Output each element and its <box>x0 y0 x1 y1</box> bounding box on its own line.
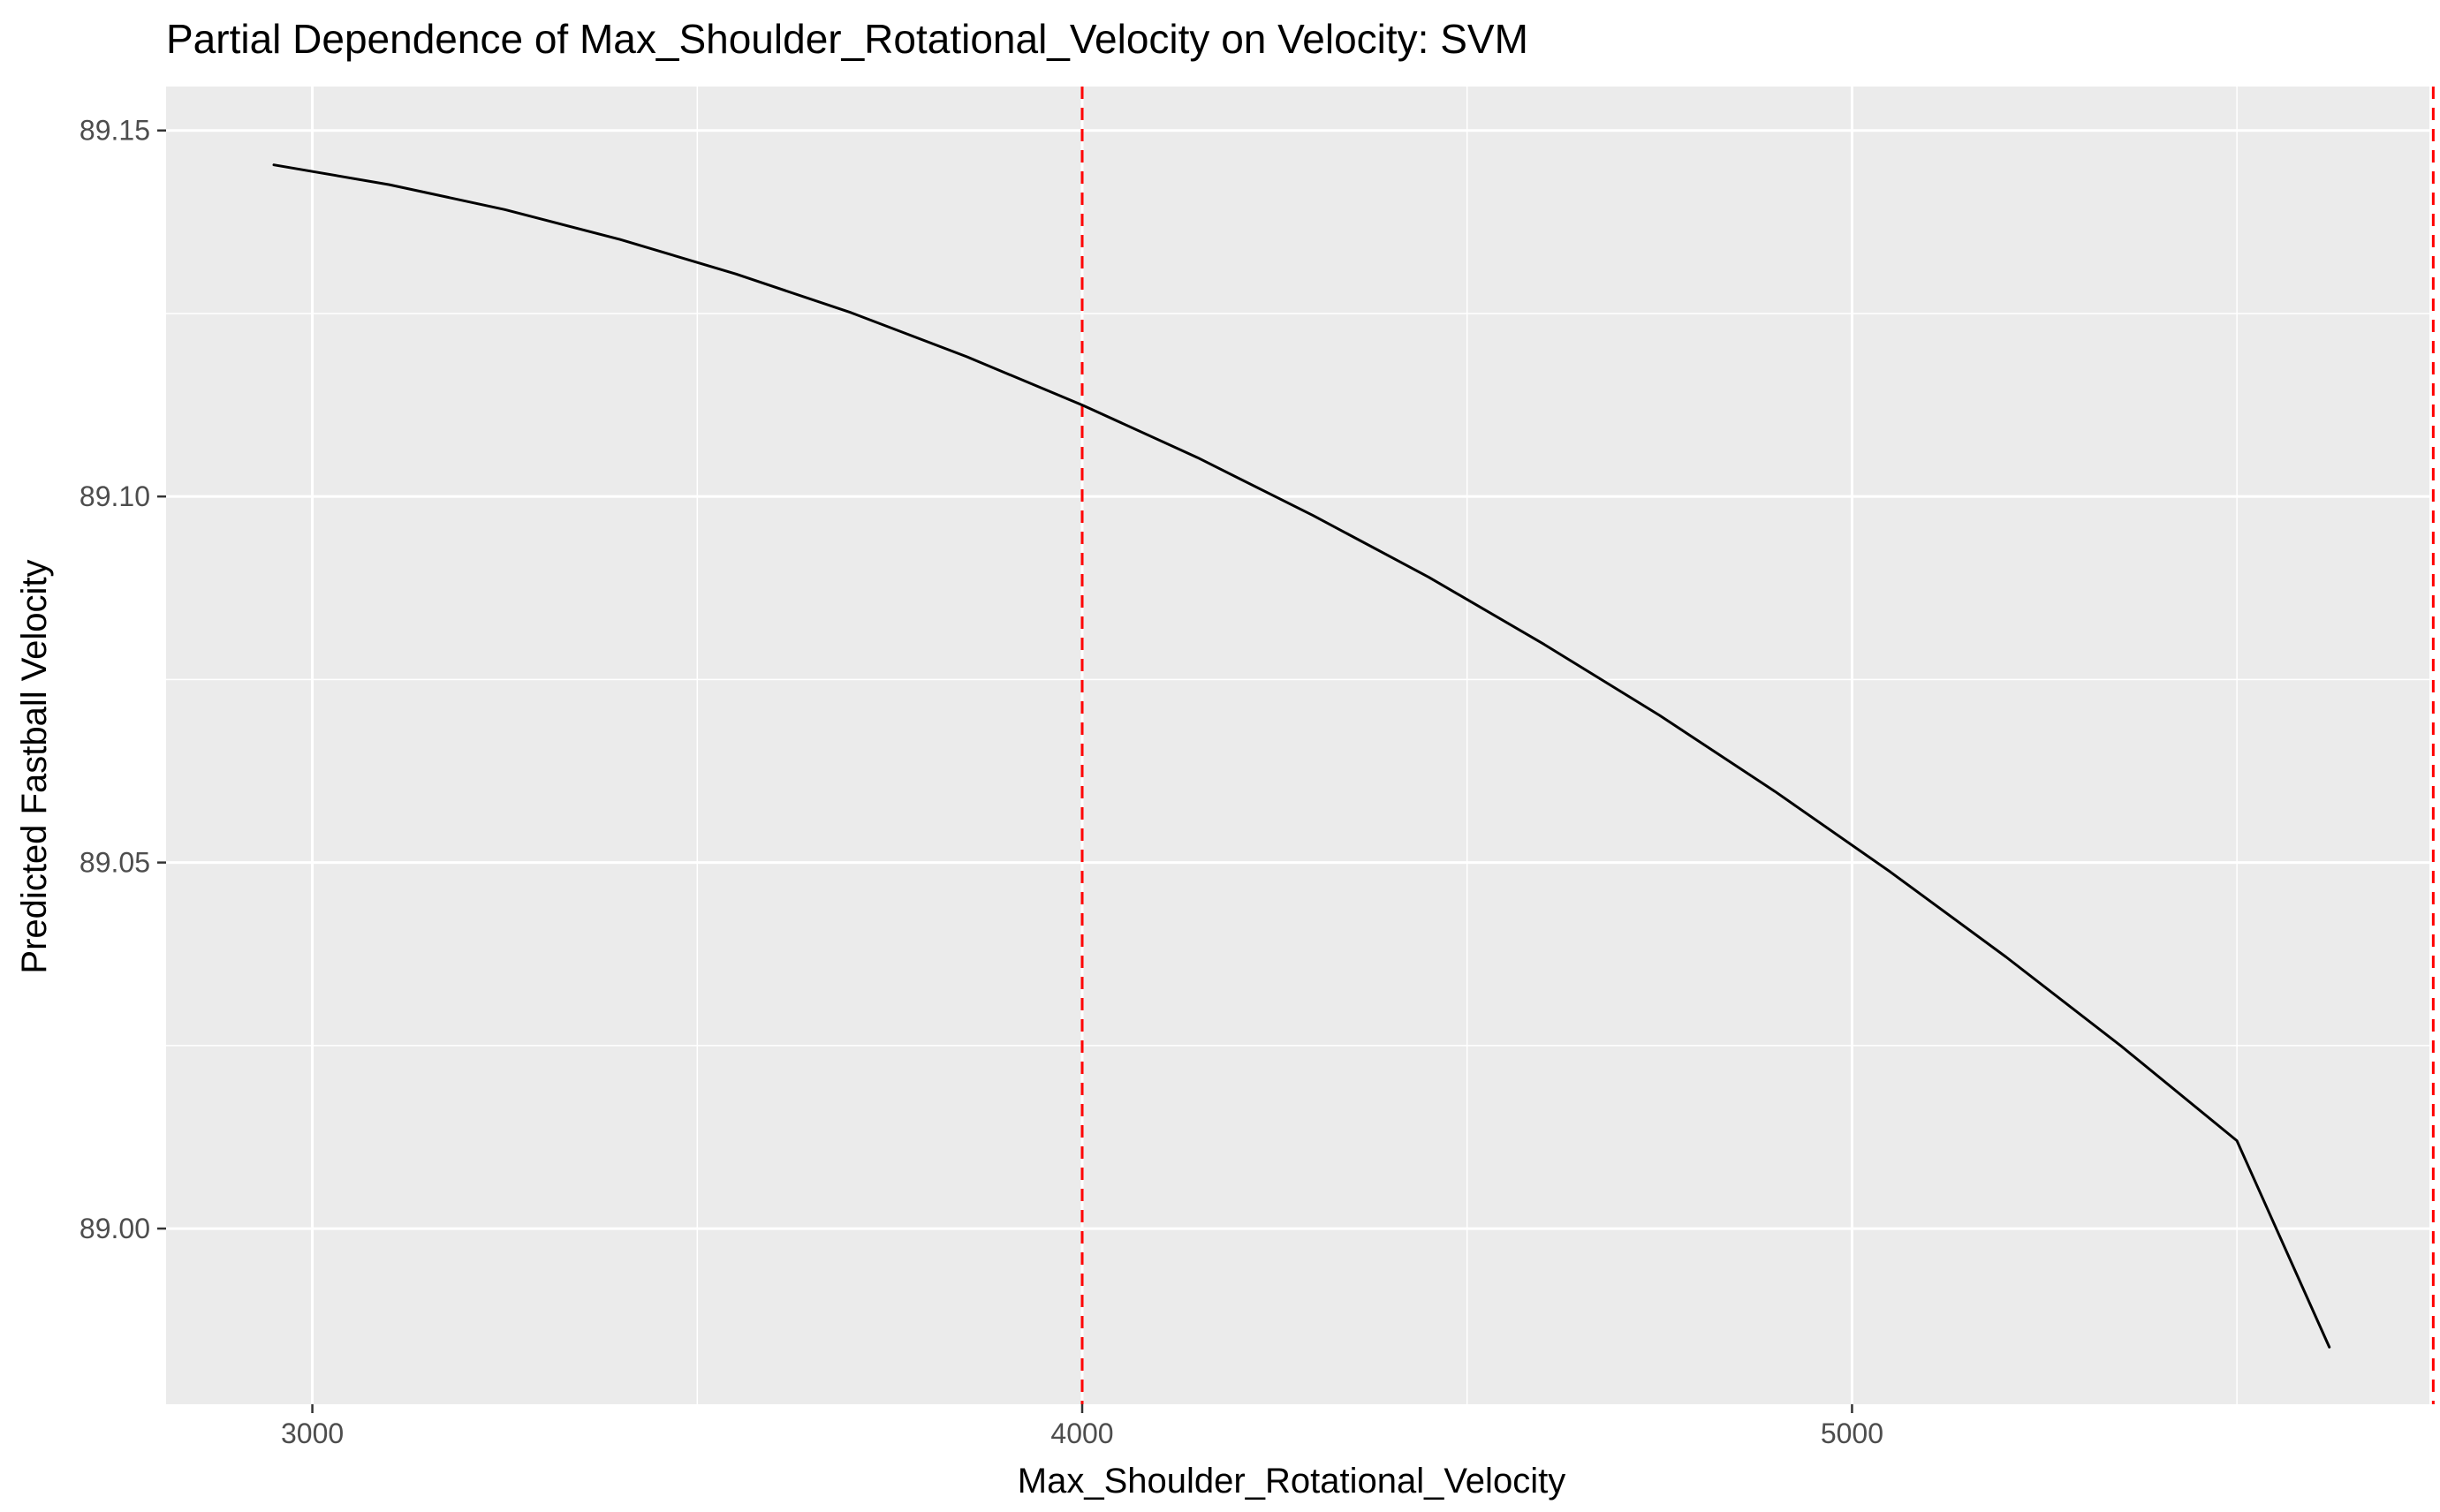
x-tick-label: 3000 <box>281 1418 344 1449</box>
y-tick-label: 89.15 <box>80 115 150 147</box>
series-line <box>272 163 2331 1349</box>
panel-background <box>166 87 2429 1404</box>
y-axis: 89.00 89.05 89.10 89.15 <box>80 115 166 1244</box>
x-axis-title: Max_Shoulder_Rotational_Velocity <box>1018 1462 1565 1501</box>
plot-panel <box>166 87 2435 1404</box>
x-tick-label: 5000 <box>1821 1418 1883 1449</box>
y-tick-label: 89.05 <box>80 847 150 879</box>
y-tick-label: 89.00 <box>80 1213 150 1244</box>
chart-title: Partial Dependence of Max_Shoulder_Rotat… <box>166 16 1528 62</box>
y-tick-label: 89.10 <box>80 480 150 512</box>
x-tick-label: 4000 <box>1050 1418 1113 1449</box>
x-axis: 3000 4000 5000 <box>281 1404 1883 1449</box>
y-axis-title: Predicted Fastball Velocity <box>15 559 54 973</box>
